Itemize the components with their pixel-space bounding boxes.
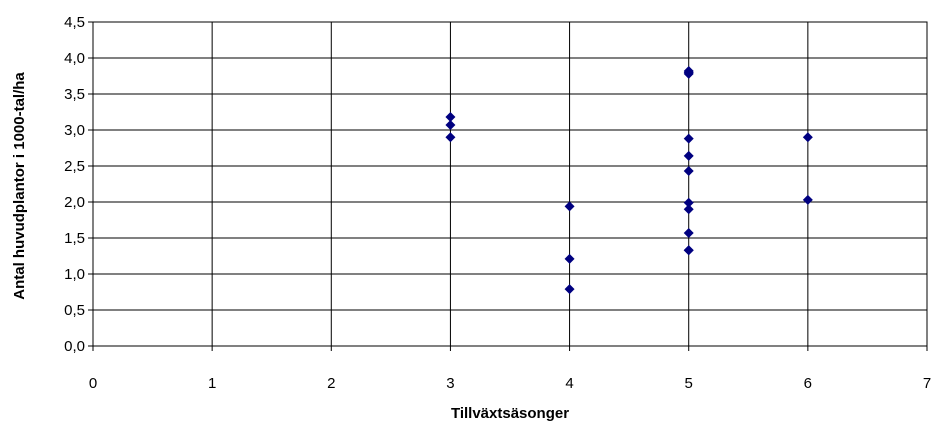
y-tick-label: 0,5	[64, 302, 85, 319]
x-tick-label: 0	[89, 375, 97, 392]
y-tick-label: 4,0	[64, 50, 85, 67]
data-point	[683, 150, 694, 161]
y-axis-ticks: 0,0 0,5 1,0 1,5 2,0 2,5 3,0 3,5 4,0 4,5	[64, 14, 93, 355]
x-axis-title: Tillväxtsäsonger	[451, 405, 569, 422]
data-point	[802, 194, 813, 205]
data-point	[564, 201, 575, 212]
data-point	[683, 227, 694, 238]
data-point	[445, 132, 456, 143]
data-point	[683, 197, 694, 208]
x-tick-label: 3	[446, 375, 454, 392]
x-tick-label: 2	[327, 375, 335, 392]
x-tick-label: 1	[208, 375, 216, 392]
x-tick-label: 6	[804, 375, 812, 392]
y-tick-label: 1,5	[64, 230, 85, 247]
y-tick-label: 3,0	[64, 122, 85, 139]
data-point	[683, 166, 694, 177]
data-point	[802, 132, 813, 143]
x-tick-label: 4	[565, 375, 573, 392]
y-tick-label: 3,5	[64, 86, 85, 103]
data-point	[683, 204, 694, 215]
x-axis-ticks: 0 1 2 3 4 5 6 7	[89, 346, 931, 392]
y-tick-label: 2,5	[64, 158, 85, 175]
y-tick-label: 4,5	[64, 14, 85, 31]
data-point	[683, 67, 694, 78]
data-points	[445, 65, 813, 295]
data-point	[683, 245, 694, 256]
y-tick-label: 1,0	[64, 266, 85, 283]
data-point	[445, 119, 456, 130]
y-tick-label: 2,0	[64, 194, 85, 211]
plot-area	[92, 21, 928, 347]
y-axis-title: Antal huvudplantor i 1000-tal/ha	[11, 72, 28, 300]
x-tick-label: 5	[685, 375, 693, 392]
data-point	[683, 133, 694, 144]
x-tick-label: 7	[923, 375, 931, 392]
horizontal-gridlines	[93, 57, 927, 311]
data-point	[564, 284, 575, 295]
data-point	[564, 253, 575, 264]
data-point	[445, 112, 456, 123]
y-tick-label: 0,0	[64, 338, 85, 355]
